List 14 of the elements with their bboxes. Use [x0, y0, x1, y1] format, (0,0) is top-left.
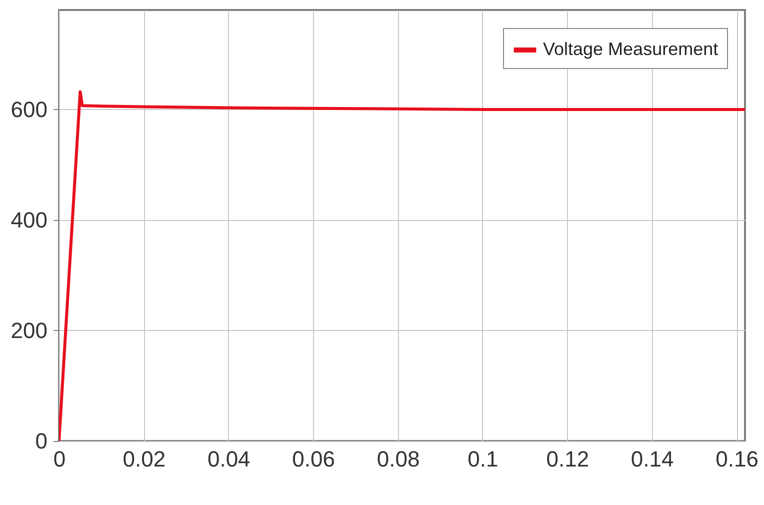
x-tick-label: 0 — [53, 446, 66, 472]
legend-label: Voltage Measurement — [543, 39, 718, 59]
y-tick-label: 0 — [35, 428, 48, 454]
x-tick-label: 0.04 — [207, 446, 250, 472]
y-tick-label: 600 — [10, 96, 48, 122]
x-tick-label: 0.12 — [546, 446, 590, 472]
x-tick-label: 0.16 — [716, 446, 758, 472]
x-tick-label: 0.06 — [292, 446, 335, 472]
x-tick-label: 0.14 — [630, 446, 674, 472]
x-tick-label: 0.08 — [376, 446, 420, 472]
x-tick-label: 0.02 — [122, 446, 166, 472]
x-tick-label: 0.1 — [468, 446, 498, 472]
y-tick-label: 400 — [10, 207, 48, 232]
y-tick-label: 200 — [10, 318, 48, 343]
